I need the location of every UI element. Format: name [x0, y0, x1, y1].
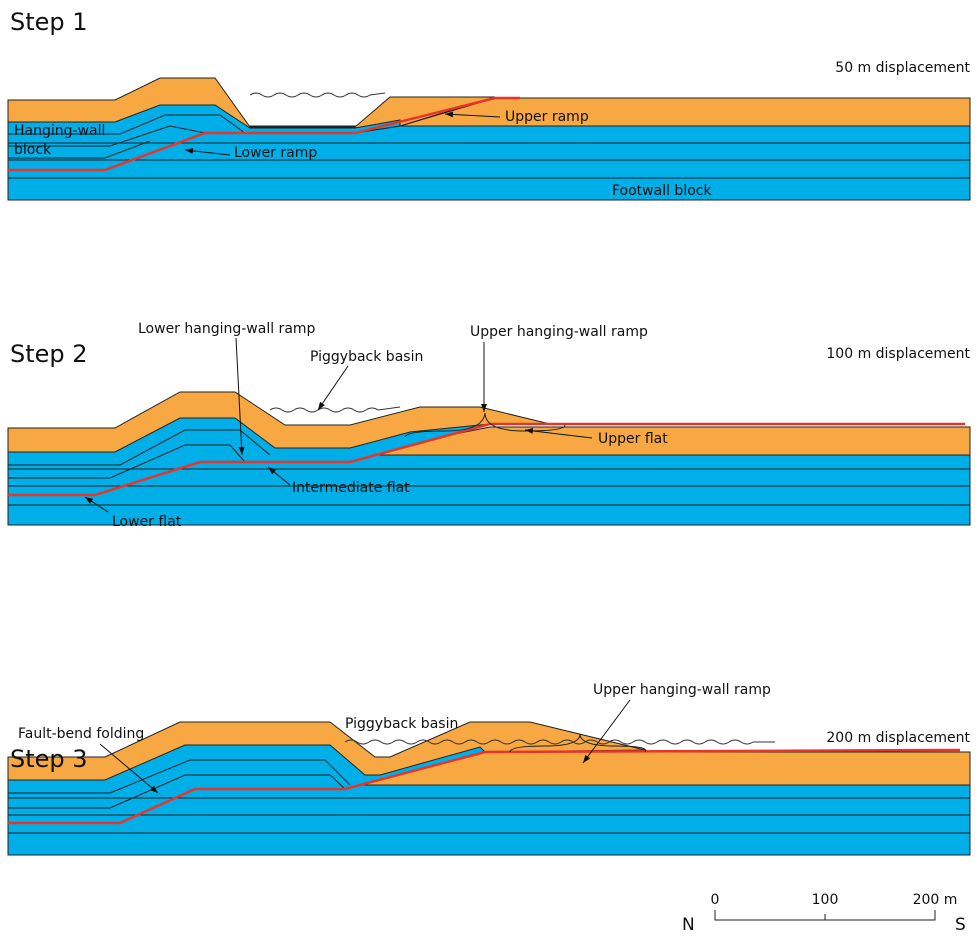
step-1-section — [8, 78, 970, 200]
step-title: Step 1 — [10, 8, 88, 36]
label: Fault-bend folding — [18, 726, 144, 742]
step-3-section — [8, 700, 970, 855]
label: Upper flat — [598, 431, 668, 447]
step-title: Step 2 — [10, 340, 88, 368]
label: Hanging-wall — [14, 123, 105, 139]
scale-bar — [715, 910, 935, 920]
label: Lower ramp — [234, 145, 317, 161]
step-2-section — [8, 338, 970, 525]
label: Footwall block — [612, 183, 712, 199]
diagram: Step 1 50 m displacement Upper ramp Hang… — [0, 0, 978, 938]
scale-tick: 100 — [812, 892, 839, 908]
label: block — [14, 142, 52, 158]
displacement: 100 m displacement — [826, 346, 970, 362]
displacement: 50 m displacement — [835, 60, 970, 76]
step-title: Step 3 — [10, 745, 88, 773]
label: Piggyback basin — [310, 349, 423, 365]
scale-tick: 200 m — [913, 892, 958, 908]
label: Upper hanging-wall ramp — [470, 324, 648, 340]
label: Lower hanging-wall ramp — [138, 321, 316, 337]
scale-tick: 0 — [711, 892, 720, 908]
label: Upper ramp — [505, 109, 589, 125]
south-label: S — [955, 915, 966, 935]
north-label: N — [682, 915, 695, 935]
displacement: 200 m displacement — [826, 730, 970, 746]
label: Upper hanging-wall ramp — [593, 682, 771, 698]
label: Lower flat — [112, 514, 182, 530]
label: Piggyback basin — [345, 716, 458, 732]
label: Intermediate flat — [292, 480, 410, 496]
